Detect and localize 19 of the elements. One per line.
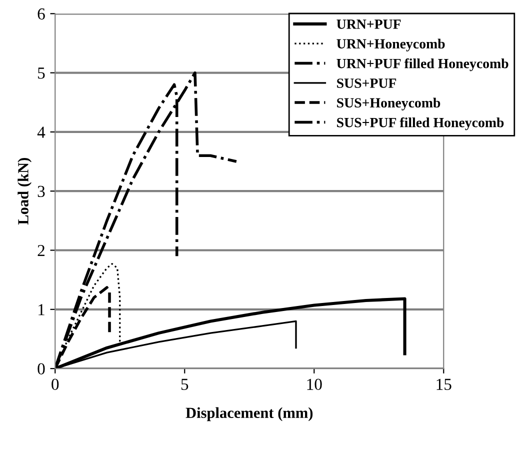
y-tick-label: 5 <box>38 68 45 79</box>
y-tick-label: 3 <box>38 186 45 198</box>
y-tick-label: 0 <box>38 363 45 374</box>
x-tick-label: 10 <box>307 378 322 390</box>
x-tick-label: 15 <box>436 378 452 390</box>
y-tick-label: 4 <box>37 126 46 138</box>
y-tick-label: 6 <box>38 8 45 20</box>
legend-label: URN+Honeycomb <box>336 38 445 52</box>
legend-label: SUS+PUF <box>337 78 396 88</box>
legend-label: URN+PUF filled Honeycomb <box>336 58 508 72</box>
legend-label: SUS+Honeycomb <box>337 98 440 110</box>
x-tick-label: 0 <box>52 378 59 390</box>
legend-label: SUS+PUF filled Honeycomb <box>337 117 504 130</box>
legend-label: URN+PUF <box>336 20 401 29</box>
x-tick-label: 5 <box>181 378 188 390</box>
x-axis-title: Displacement (mm) <box>186 407 313 422</box>
y-tick-label: 1 <box>38 304 44 316</box>
y-tick-label: 2 <box>38 244 44 256</box>
y-axis-title: Load (kN) <box>18 158 32 225</box>
